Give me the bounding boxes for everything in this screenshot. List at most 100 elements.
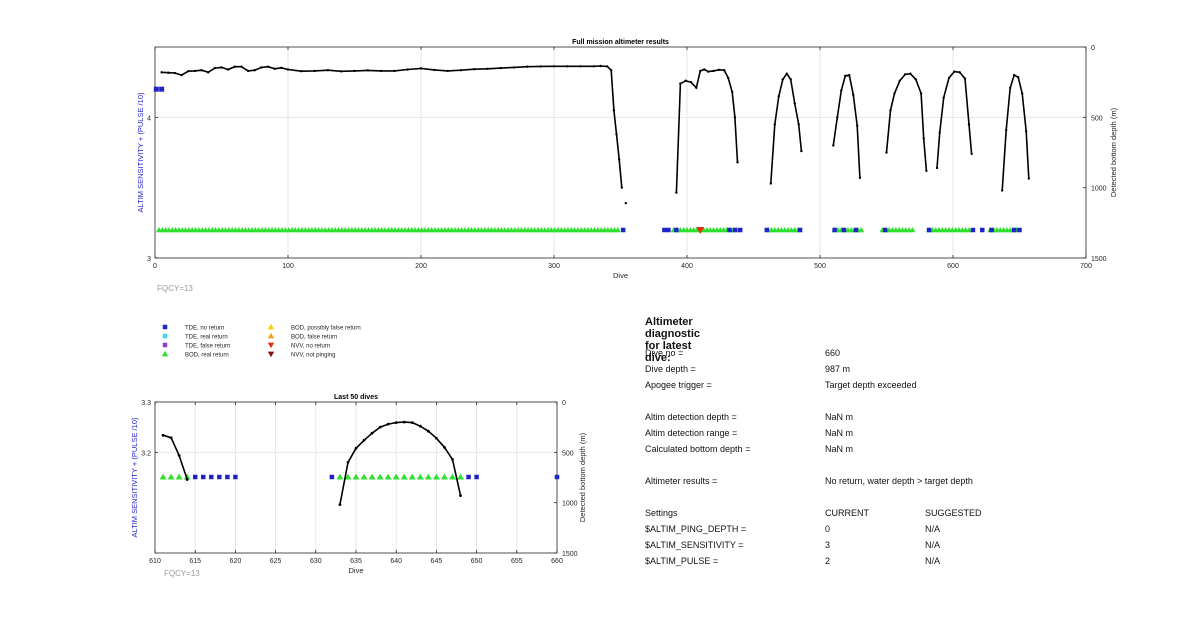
y-left-tick-label: 3.2 [141, 450, 151, 457]
x-tick-label: 200 [415, 263, 427, 270]
tde-no-return-marker [764, 227, 770, 233]
bottom-depth-point [169, 436, 173, 440]
bottom-depth-point [240, 65, 243, 68]
bottom-depth-point [499, 66, 502, 70]
x-axis-label: Dive [348, 566, 363, 575]
settings-suggested-header: SUGGESTED [925, 508, 982, 518]
tde-no-return-marker [209, 474, 214, 480]
diag-value: 987 m [825, 364, 851, 374]
legend-square-icon [162, 342, 168, 348]
bottom-depth-point [1008, 86, 1012, 89]
bottom-depth-point [486, 67, 489, 71]
y-left-axis-label: ALTIM SENSITIVITY + (PULSE /10) [136, 92, 145, 212]
bod-real-return-marker [344, 473, 352, 480]
settings-current-header: CURRENT [825, 508, 869, 518]
bottom-depth-point [451, 457, 454, 461]
tde-no-return-marker [233, 474, 238, 480]
last-50-dives-chart: 610 615 620 625 630 635 640 645 650 655 660 3.2 3.3 0… [130, 394, 587, 578]
tde-no-return-marker [853, 227, 859, 233]
x-tick-label: 300 [548, 263, 560, 270]
bottom-depth-point [789, 78, 792, 81]
bottom-depth-point [1012, 73, 1016, 77]
bottom-depth-point [938, 131, 941, 135]
bod-real-return-marker [449, 473, 456, 480]
bottom-depth-point [953, 70, 956, 73]
diag-value: Target depth exceeded [825, 380, 917, 390]
x-tick-label: 645 [431, 558, 443, 565]
bottom-depth-point [712, 69, 715, 73]
legend-label: BOD, false return [291, 335, 337, 341]
diag-label: Dive depth = [645, 364, 696, 374]
tde-no-return-marker [727, 227, 732, 233]
bod-real-return-marker [159, 473, 167, 480]
diag-label: Dive no = [645, 348, 684, 358]
y-right-tick-label: 0 [1091, 45, 1095, 52]
legend-triangle-up-icon [267, 332, 275, 339]
x-tick-label: 700 [1080, 263, 1092, 270]
bottom-depth-point [393, 69, 396, 73]
legend-triangle-up-icon [161, 350, 169, 357]
diagnostic-heading: Altimeter diagnostic for latest dive: [645, 316, 701, 364]
bottom-depth-point [326, 69, 330, 72]
bottom-depth-point [723, 69, 726, 72]
bottom-depth-point [800, 149, 803, 153]
bod-real-return-marker [360, 473, 368, 480]
settings-row-ping-depth: $ALTIM_PING_DEPTH = 0 N/A [645, 524, 1145, 536]
bod-real-return-marker [441, 473, 448, 480]
bottom-depth-trace [162, 421, 462, 505]
bottom-depth-point [1005, 128, 1008, 132]
diag-value: NaN m [825, 444, 854, 454]
y-right-axis-label: Detected bottom depth (m) [578, 432, 587, 522]
setting-suggested: N/A [925, 524, 941, 534]
tde-no-return-marker [666, 227, 671, 233]
bottom-depth-point [935, 166, 939, 170]
x-tick-label: 0 [153, 263, 157, 270]
bottom-depth-point [617, 158, 621, 161]
full-mission-chart: 0 100 200 300 400 500 600 700 3 4 0 500 1000 1500 Full… [136, 39, 1118, 293]
tde-no-return-marker [200, 474, 206, 480]
bottom-depth-point [777, 95, 780, 98]
bottom-depth-point [717, 68, 721, 71]
tde-no-return-marker [832, 227, 837, 233]
diag-label: Calculated bottom depth = [645, 444, 751, 454]
bottom-depth-point [246, 69, 250, 73]
bottom-depth-point [773, 123, 776, 126]
bottom-depth-point [606, 65, 609, 68]
diag-value: NaN m [825, 412, 854, 422]
legend-triangle-up-icon [267, 323, 275, 330]
x-tick-label: 625 [270, 558, 282, 565]
bottom-depth-point [609, 69, 613, 72]
settings-row-sensitivity: $ALTIM_SENSITIVITY = 3 N/A [645, 540, 1145, 552]
diag-label: Altimeter results = [645, 476, 718, 486]
bottom-depth-point [703, 68, 706, 71]
chart-title: Full mission altimeter results [572, 39, 669, 46]
bottom-depth-point [963, 77, 967, 80]
legend-triangle-down-icon [267, 342, 275, 349]
bottom-depth-point [797, 123, 800, 126]
bottom-depth-point [769, 182, 772, 185]
x-tick-label: 100 [282, 263, 294, 270]
bottom-depth-point [1016, 76, 1020, 79]
x-tick-label: 620 [230, 558, 242, 565]
bottom-depth-point [419, 67, 423, 70]
bottom-depth-point [213, 66, 217, 70]
bottom-depth-point [354, 446, 358, 450]
bottom-depth-point [898, 79, 901, 82]
bottom-depth-point [893, 92, 896, 95]
setting-name: $ALTIM_PING_DEPTH = [645, 524, 747, 534]
diag-row-apogee-trigger: Apogee trigger = Target depth exceeded [645, 380, 1145, 392]
x-tick-label: 650 [471, 558, 483, 565]
bottom-depth-point [526, 65, 529, 68]
bottom-depth-point [173, 71, 177, 75]
setting-current: 3 [825, 540, 831, 550]
bod-real-return-marker [167, 473, 175, 480]
x-tick-label: 640 [390, 558, 402, 565]
bottom-depth-point [233, 65, 236, 68]
tde-no-return-marker [466, 474, 471, 480]
bod-real-return-marker [175, 473, 183, 480]
tde-no-return-marker [662, 227, 667, 233]
tde-no-return-marker [192, 474, 198, 480]
setting-name: $ALTIM_PULSE = [645, 556, 719, 566]
bottom-depth-point [394, 421, 398, 425]
